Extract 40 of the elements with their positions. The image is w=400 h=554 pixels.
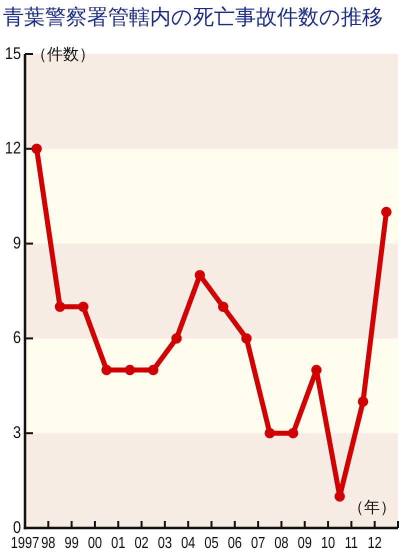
point bbox=[218, 302, 228, 312]
point bbox=[381, 206, 392, 218]
x-tick-label: 09 bbox=[298, 534, 312, 552]
x-tick-label: 10 bbox=[320, 534, 336, 552]
chart-title: 青葉警察署管轄内の死亡事故件数の推移 bbox=[3, 5, 383, 29]
point bbox=[148, 364, 158, 376]
point bbox=[54, 302, 66, 312]
x-tick-label: 1997 bbox=[10, 534, 40, 552]
x-tick-label: 06 bbox=[228, 534, 242, 552]
point bbox=[171, 333, 182, 344]
y-axis-title: （件数） bbox=[31, 44, 95, 64]
y-tick-label: 0 bbox=[12, 518, 22, 538]
point bbox=[288, 428, 298, 438]
point bbox=[78, 302, 88, 312]
point bbox=[264, 428, 275, 438]
point bbox=[101, 364, 112, 376]
point bbox=[311, 364, 322, 376]
y-tick-label: 3 bbox=[12, 424, 22, 442]
x-tick-label: 08 bbox=[274, 534, 289, 552]
point bbox=[358, 396, 368, 407]
x-tick-label: 11 bbox=[344, 534, 358, 552]
point bbox=[241, 333, 252, 344]
point bbox=[334, 491, 345, 502]
x-tick-label: 00 bbox=[88, 534, 102, 552]
y-tick-label: 6 bbox=[12, 329, 22, 348]
x-tick-label: 05 bbox=[204, 534, 219, 552]
x-tick-label: 12 bbox=[368, 534, 382, 552]
x-tick-label: 04 bbox=[181, 534, 196, 552]
x-tick-label: 07 bbox=[251, 534, 266, 552]
x-tick-label: 01 bbox=[111, 534, 126, 552]
x-tick-label: 98 bbox=[41, 534, 56, 552]
y-tick-label: 15 bbox=[4, 44, 22, 64]
point bbox=[31, 144, 42, 154]
point bbox=[124, 364, 136, 376]
x-tick-label: 99 bbox=[64, 534, 79, 552]
y-tick-label: 9 bbox=[12, 234, 22, 253]
x-tick-label: 03 bbox=[158, 534, 172, 552]
y-tick-label: 12 bbox=[4, 140, 21, 158]
x-axis-title: （年） bbox=[348, 498, 396, 516]
x-tick-label: 02 bbox=[134, 534, 149, 552]
